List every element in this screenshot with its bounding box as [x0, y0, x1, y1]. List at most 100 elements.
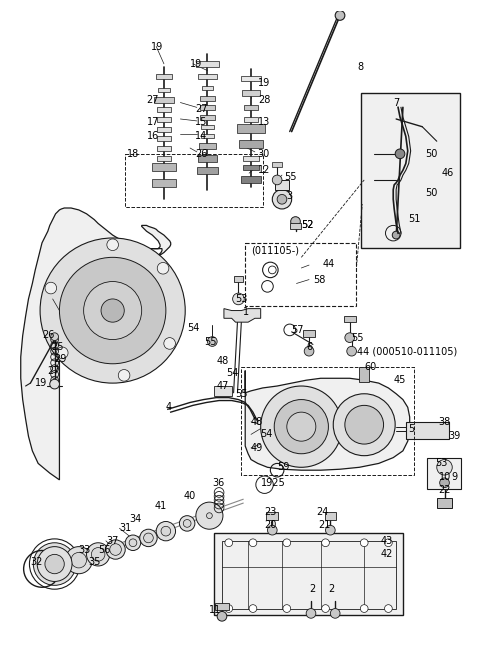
Text: 55: 55 [204, 337, 217, 347]
Text: 50: 50 [425, 188, 438, 198]
Circle shape [45, 283, 57, 294]
Text: 39: 39 [448, 432, 461, 441]
Bar [152, 164, 176, 171]
Text: 35: 35 [88, 557, 101, 567]
Circle shape [37, 547, 72, 581]
Bar [234, 276, 243, 281]
Bar [427, 458, 461, 489]
Bar [222, 541, 396, 609]
Text: 40: 40 [183, 491, 195, 502]
Text: 48: 48 [216, 356, 228, 366]
Circle shape [125, 535, 141, 551]
Text: 9: 9 [451, 472, 457, 482]
Circle shape [335, 10, 345, 20]
Circle shape [233, 293, 244, 305]
Text: 31: 31 [120, 523, 132, 533]
Text: 30: 30 [258, 149, 270, 159]
Circle shape [101, 299, 124, 322]
Circle shape [225, 605, 233, 612]
Circle shape [107, 239, 119, 250]
Text: 46: 46 [442, 168, 454, 178]
Text: 26: 26 [195, 149, 207, 159]
Circle shape [33, 543, 76, 585]
Text: 11: 11 [209, 606, 222, 615]
Bar [214, 386, 232, 396]
Bar [152, 179, 176, 186]
Text: 5: 5 [408, 424, 414, 434]
Circle shape [304, 347, 314, 356]
Circle shape [86, 543, 110, 566]
Bar [215, 603, 229, 610]
Text: 6: 6 [306, 342, 312, 353]
Bar [214, 533, 403, 615]
Bar [344, 317, 356, 322]
Text: 42: 42 [381, 549, 393, 559]
Text: 49: 49 [251, 443, 263, 453]
Text: 3: 3 [287, 192, 293, 201]
Bar [241, 176, 261, 183]
Bar [125, 154, 263, 207]
Circle shape [395, 149, 405, 159]
Circle shape [330, 609, 340, 618]
Circle shape [118, 370, 130, 381]
Text: 19: 19 [35, 378, 48, 388]
Circle shape [144, 533, 153, 543]
Text: 56: 56 [98, 545, 110, 555]
Text: 58: 58 [313, 275, 325, 284]
Text: 48: 48 [251, 417, 263, 427]
Text: 47: 47 [216, 381, 228, 391]
Circle shape [106, 540, 125, 559]
Text: 17: 17 [146, 117, 159, 127]
Circle shape [272, 190, 292, 209]
Circle shape [360, 539, 368, 547]
Circle shape [333, 394, 395, 456]
Circle shape [164, 337, 175, 349]
Bar [437, 498, 452, 508]
Text: 54: 54 [261, 430, 273, 439]
Circle shape [91, 547, 105, 561]
Bar [200, 105, 215, 111]
Bar [275, 180, 289, 190]
Circle shape [392, 232, 400, 239]
Bar [201, 125, 214, 129]
Text: 45: 45 [393, 375, 406, 385]
Bar [157, 156, 171, 161]
Bar [202, 86, 213, 90]
Text: 60: 60 [364, 362, 376, 371]
Text: 23: 23 [264, 507, 277, 517]
Text: 33: 33 [79, 545, 91, 555]
Circle shape [325, 525, 335, 535]
Text: 16: 16 [146, 131, 159, 141]
Text: 18: 18 [127, 149, 139, 159]
Text: 55: 55 [352, 333, 364, 343]
Text: 13: 13 [258, 117, 270, 127]
Text: 19: 19 [190, 59, 202, 69]
Circle shape [261, 386, 342, 468]
Bar [243, 165, 259, 170]
Circle shape [40, 238, 185, 383]
Bar [154, 97, 174, 103]
Bar [244, 105, 258, 111]
Polygon shape [245, 371, 410, 470]
Text: 19: 19 [258, 78, 270, 88]
Circle shape [384, 605, 392, 612]
Bar [272, 162, 282, 167]
Bar [240, 140, 263, 148]
Text: 55: 55 [236, 388, 248, 399]
Circle shape [322, 539, 329, 547]
Bar [198, 155, 217, 162]
Circle shape [384, 539, 392, 547]
Text: 55: 55 [284, 172, 297, 182]
Bar [156, 75, 172, 79]
Bar [157, 137, 171, 141]
Circle shape [345, 405, 384, 444]
Polygon shape [21, 208, 171, 480]
Text: 54: 54 [226, 368, 238, 379]
Bar [361, 93, 460, 248]
Bar [243, 156, 259, 161]
Circle shape [110, 543, 121, 555]
Bar [245, 243, 357, 305]
Text: 1925: 1925 [261, 478, 286, 488]
Circle shape [277, 194, 287, 204]
Circle shape [345, 333, 355, 343]
